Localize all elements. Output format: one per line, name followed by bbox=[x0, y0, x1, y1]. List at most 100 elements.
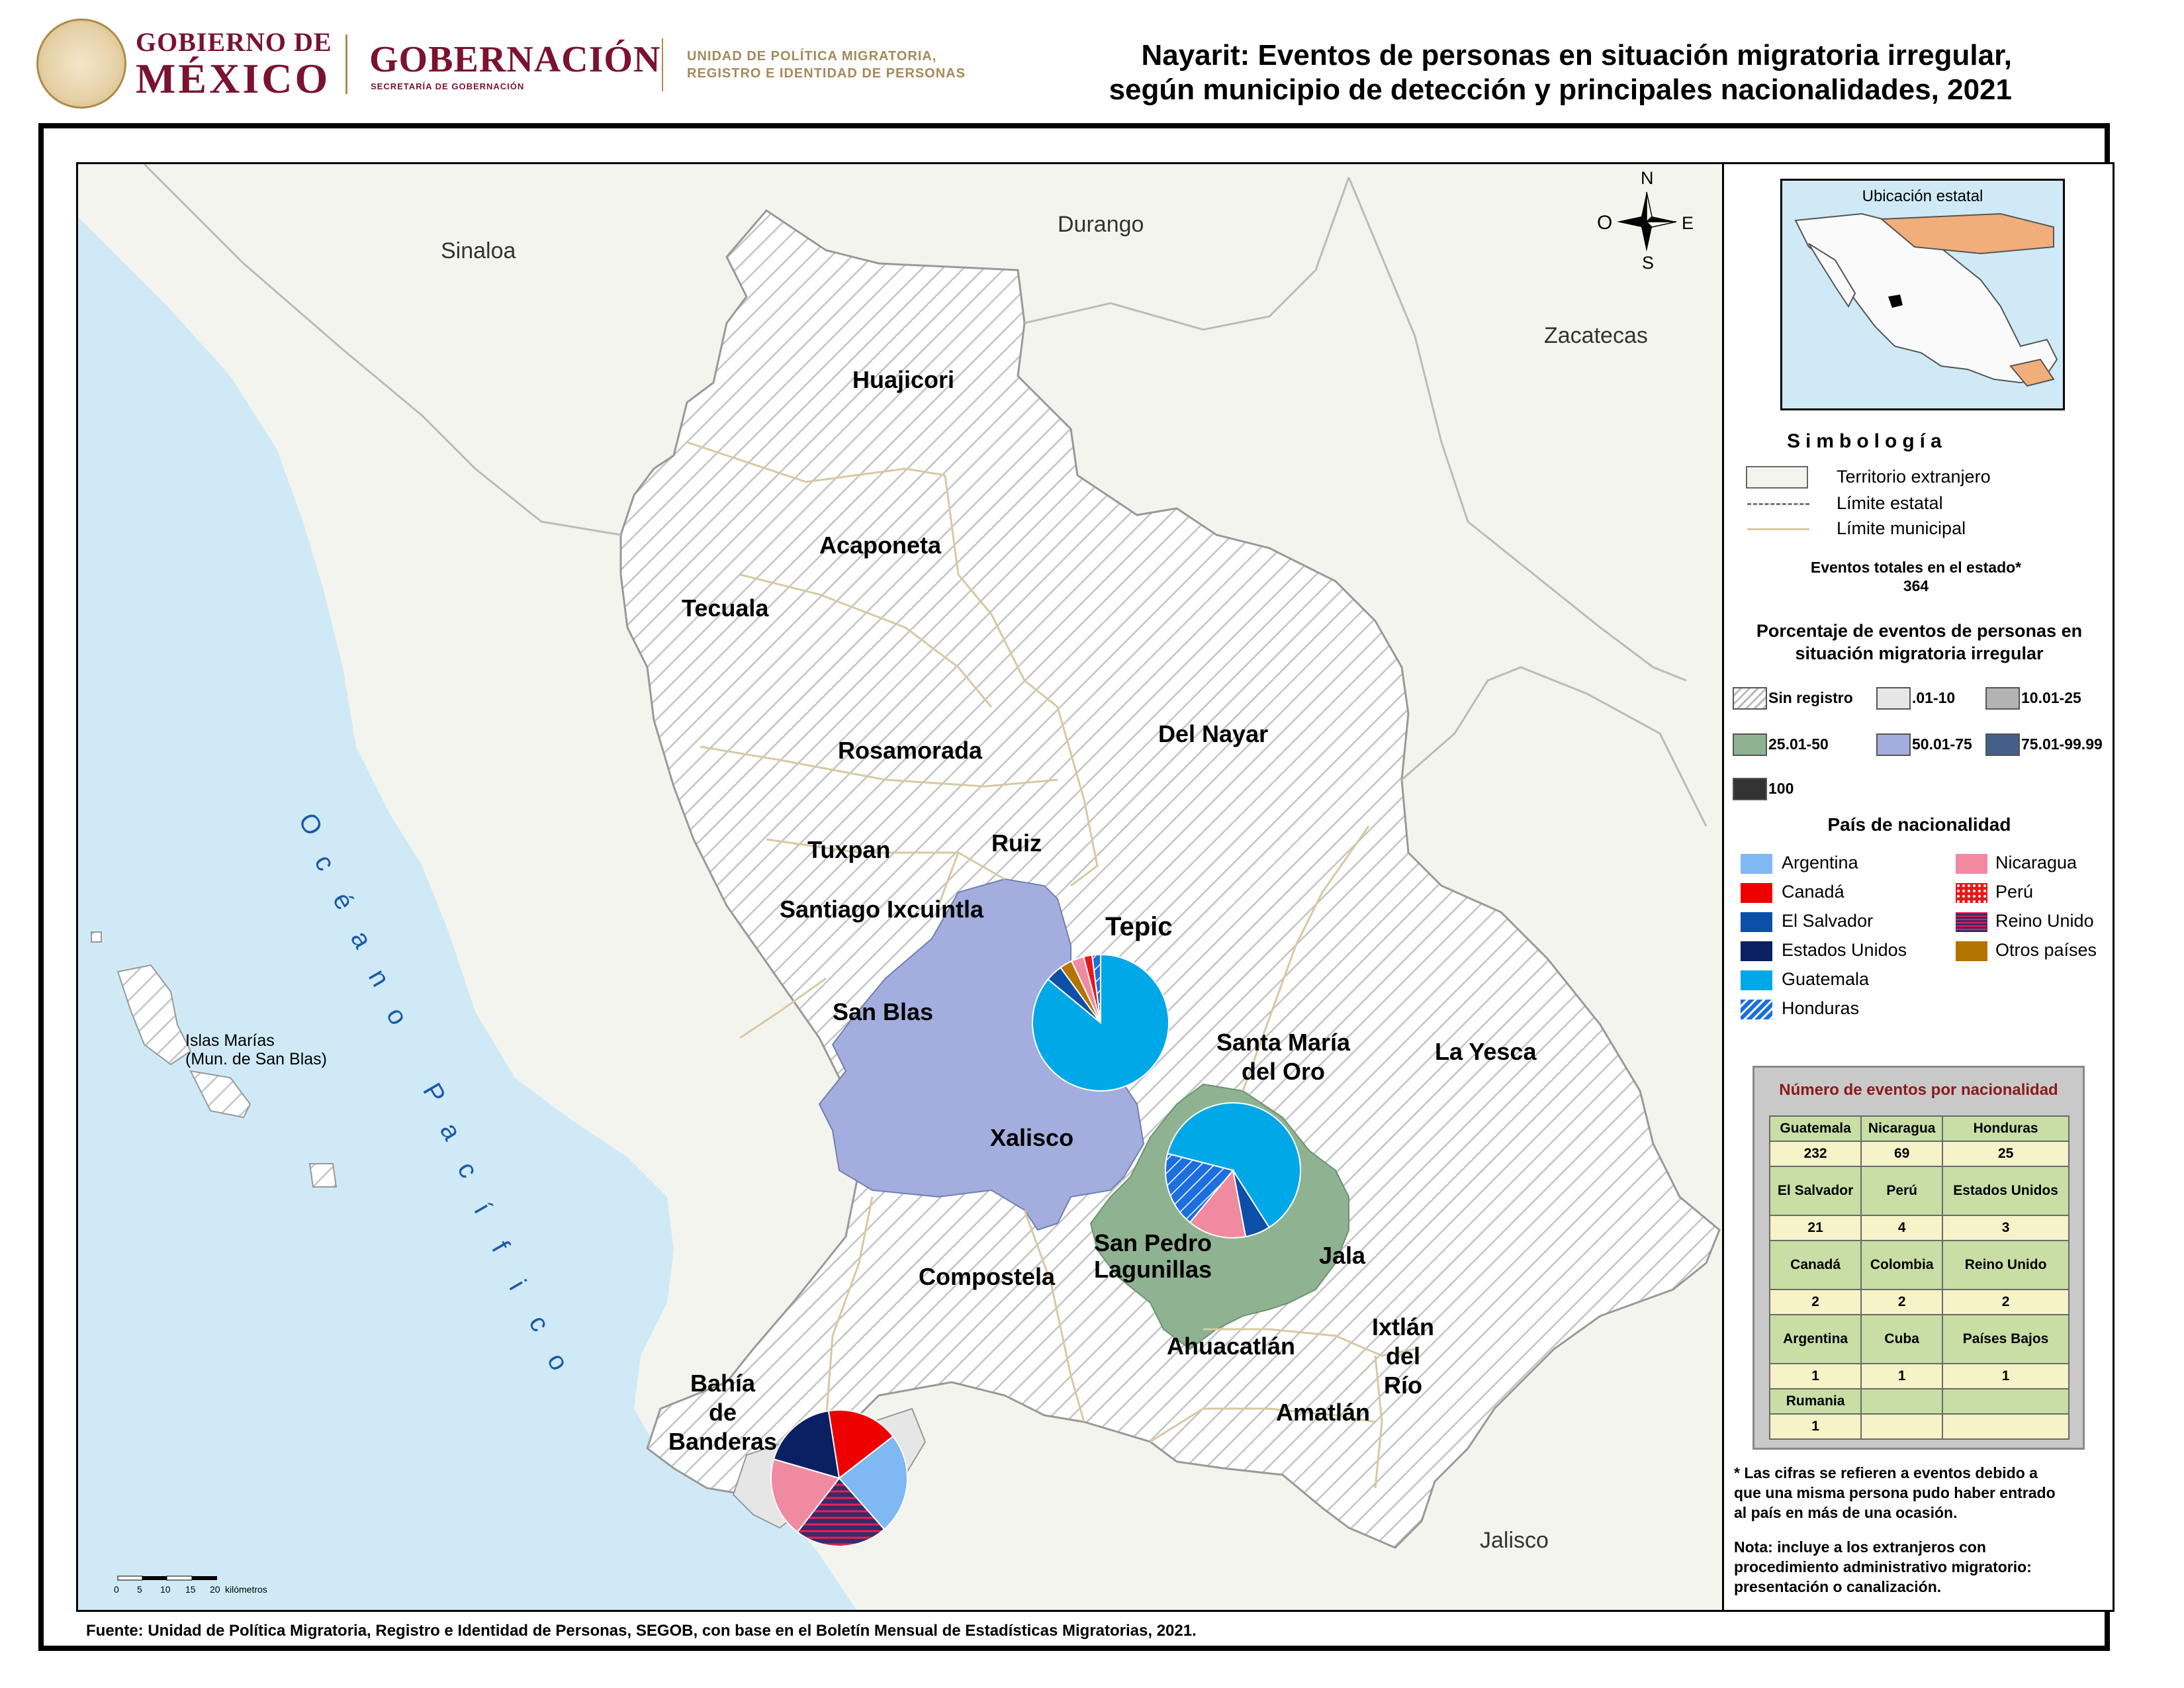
mun-rosamorada: Rosamorada bbox=[838, 737, 983, 764]
table-cell: 3 bbox=[1942, 1215, 2070, 1241]
pais-title: País de nacionalidad bbox=[1827, 814, 2011, 835]
table-row: El Salvador Perú Estados Unidos bbox=[1768, 1166, 2070, 1216]
mun-acaponeta: Acaponeta bbox=[819, 532, 942, 559]
islas-marias bbox=[116, 964, 192, 1066]
table-cell: 1 bbox=[1942, 1363, 2070, 1389]
mun-san-blas: San Blas bbox=[833, 998, 934, 1025]
compass-e: E bbox=[1682, 213, 1694, 233]
table-cell: Reino Unido bbox=[1942, 1240, 2070, 1290]
pct-swatch-sin-registro bbox=[1733, 687, 1767, 710]
pie-slice bbox=[838, 1435, 908, 1530]
table-cell: 2 bbox=[1942, 1289, 2070, 1315]
table-row: 232 69 25 bbox=[1768, 1141, 2070, 1167]
mun-tecuala: Tecuala bbox=[682, 594, 769, 622]
mun-bahia-line1: Bahía bbox=[690, 1370, 756, 1397]
events-by-nationality-table: Guatemala Nicaragua Honduras 232 69 25 E… bbox=[1768, 1115, 2070, 1440]
table-cell: Colombia bbox=[1860, 1240, 1944, 1290]
mun-santa-maria-del-oro: Santa María del Oro bbox=[1216, 1028, 1350, 1086]
mun-del-nayar: Del Nayar bbox=[1158, 720, 1269, 747]
nat-swatch-otros bbox=[1956, 941, 1987, 961]
table-cell: Honduras bbox=[1942, 1115, 2070, 1142]
source-note: Fuente: Unidad de Política Migratoria, R… bbox=[86, 1622, 1197, 1640]
nat-label-guatemala: Guatemala bbox=[1782, 969, 1870, 989]
table-cell: Cuba bbox=[1860, 1314, 1944, 1364]
title-line2: según municipio de detección y principal… bbox=[1109, 73, 2012, 106]
nat-swatch-el-salvador bbox=[1741, 912, 1772, 932]
compass-rose-icon bbox=[1617, 191, 1677, 252]
nat-swatch-argentina bbox=[1741, 854, 1772, 874]
pie-slice bbox=[796, 1477, 886, 1547]
limite-estatal-line bbox=[1747, 503, 1809, 505]
table-cell: 21 bbox=[1768, 1215, 1862, 1241]
nat-swatch-peru bbox=[1956, 883, 1987, 903]
nat-swatch-nicaragua bbox=[1956, 854, 1987, 874]
pct-swatch-01-10 bbox=[1876, 687, 1911, 710]
table-row: Argentina Cuba Países Bajos bbox=[1768, 1314, 2070, 1364]
footnote-events: * Las cifras se refieren a eventos debid… bbox=[1734, 1463, 2091, 1523]
mun-ixtlan-line2: del bbox=[1386, 1342, 1421, 1370]
table-cell: 25 bbox=[1942, 1141, 2070, 1167]
header-divider bbox=[345, 34, 347, 94]
table-cell: 69 bbox=[1860, 1141, 1944, 1167]
isla-cleofas bbox=[308, 1163, 338, 1188]
scale-tick-5: 5 bbox=[137, 1584, 142, 1595]
table-cell: El Salvador bbox=[1768, 1166, 1862, 1216]
eventos-label: Eventos totales en el estado* bbox=[1810, 559, 2022, 576]
note2-line3: presentación o canalización. bbox=[1734, 1578, 1942, 1595]
nat-label-otros: Otros países bbox=[1995, 940, 2097, 960]
note2-line2: procedimiento administrativo migratorio: bbox=[1734, 1558, 2032, 1575]
mun-compostela: Compostela bbox=[919, 1263, 1056, 1290]
nat-swatch-estados-unidos bbox=[1741, 941, 1772, 961]
pie-slice bbox=[770, 1458, 841, 1533]
table-cell: Canadá bbox=[1768, 1240, 1862, 1290]
nayarit-highlight bbox=[1888, 295, 1903, 308]
table-cell: Países Bajos bbox=[1942, 1314, 2070, 1364]
nat-label-nicaragua: Nicaragua bbox=[1995, 853, 2077, 872]
mun-santa-maria-line2: del Oro bbox=[1242, 1058, 1326, 1085]
nat-label-reino-unido: Reino Unido bbox=[1995, 911, 2094, 931]
territorio-label: Territorio extranjero bbox=[1837, 467, 1991, 487]
unidad-text: UNIDAD DE POLÍTICA MIGRATORIA, REGISTRO … bbox=[687, 48, 1031, 82]
label-sinaloa: Sinaloa bbox=[441, 238, 516, 263]
table-cell: Rumania bbox=[1768, 1388, 1862, 1415]
mun-tepic: Tepic bbox=[1105, 912, 1173, 941]
table-row: 1 1 1 bbox=[1768, 1363, 2070, 1389]
note1-line1: * Las cifras se refieren a eventos debid… bbox=[1734, 1464, 2038, 1481]
inset-location-map: Ubicación estatal bbox=[1780, 179, 2065, 410]
label-jalisco: Jalisco bbox=[1480, 1528, 1549, 1553]
pie-slice bbox=[1091, 953, 1101, 1023]
label-durango: Durango bbox=[1058, 212, 1144, 237]
mun-san-pedro-line1: San Pedro bbox=[1094, 1229, 1212, 1256]
table-cell: Guatemala bbox=[1768, 1115, 1862, 1142]
eventos-totales: Eventos totales en el estado* 364 bbox=[1734, 558, 2098, 595]
table-cell: Perú bbox=[1860, 1166, 1944, 1216]
isla-madre-sur bbox=[189, 1070, 251, 1119]
mun-amatlan: Amatlán bbox=[1276, 1399, 1371, 1426]
state-boundaries bbox=[143, 164, 1707, 827]
pie-slice bbox=[1165, 1152, 1234, 1223]
nat-label-honduras: Honduras bbox=[1782, 998, 1860, 1018]
nat-swatch-guatemala bbox=[1741, 970, 1772, 990]
gobernacion-logo-text: GOBERNACIÓN bbox=[369, 39, 661, 80]
pct-label-sin-registro: Sin registro bbox=[1768, 689, 1853, 706]
simbologia-title: Simbología bbox=[1787, 430, 1947, 452]
mun-santa-maria-line1: Santa María bbox=[1216, 1029, 1351, 1056]
note2-line1: Nota: incluye a los extranjeros con bbox=[1734, 1538, 1986, 1556]
note1-line2: que una misma persona pudo haber entrado bbox=[1734, 1484, 2056, 1501]
table-row: 1 bbox=[1768, 1413, 2070, 1440]
mun-bahia-de-banderas: Bahía de Banderas bbox=[668, 1369, 777, 1456]
pct-label-75-99: 75.01-99.99 bbox=[2021, 735, 2103, 753]
table-cell: Argentina bbox=[1768, 1314, 1862, 1364]
table-cell bbox=[1860, 1413, 1944, 1440]
pie-bahia-de-banderas bbox=[770, 1409, 908, 1547]
table-cell: 232 bbox=[1768, 1141, 1862, 1167]
pct-label-01-10: .01-10 bbox=[1912, 689, 1956, 706]
nat-label-canada: Canadá bbox=[1782, 882, 1844, 902]
nat-label-peru: Perú bbox=[1995, 882, 2034, 902]
porcentaje-title: Porcentaje de eventos de personas en sit… bbox=[1727, 620, 2111, 665]
pct-label-25-50: 25.01-50 bbox=[1768, 735, 1829, 753]
page-title: Nayarit: Eventos de personas en situació… bbox=[1085, 38, 2012, 107]
nat-swatch-reino-unido bbox=[1956, 912, 1987, 932]
table-cell: Estados Unidos bbox=[1942, 1166, 2070, 1216]
